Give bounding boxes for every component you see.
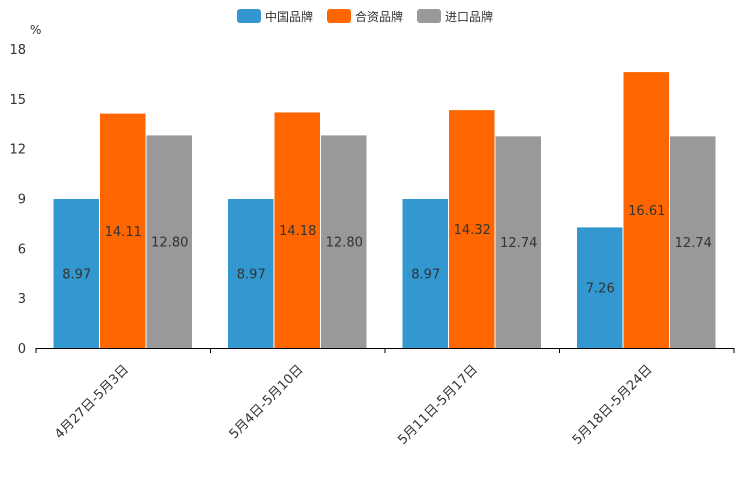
- bar[interactable]: [146, 135, 193, 348]
- legend-item[interactable]: 进口品牌: [417, 9, 493, 24]
- y-tick-label: 12: [9, 143, 26, 158]
- legend-swatch: [237, 9, 261, 23]
- x-tick-label: 5月4日-5月10日: [227, 362, 307, 442]
- bar-value-label: 16.61: [628, 204, 665, 219]
- y-tick-label: 6: [18, 242, 26, 257]
- y-axis: 0 3 6 9 12 15 18: [9, 43, 26, 357]
- bar-value-label: 14.11: [105, 225, 142, 240]
- bar[interactable]: [495, 136, 542, 348]
- bar[interactable]: [274, 112, 321, 349]
- bar-value-label: 12.74: [675, 236, 712, 251]
- legend-item[interactable]: 合资品牌: [327, 9, 403, 24]
- legend-label: 合资品牌: [355, 9, 403, 24]
- bar[interactable]: [100, 113, 146, 349]
- bar[interactable]: [228, 198, 274, 348]
- x-axis: 4月27日-5月3日 5月4日-5月10日 5月11日-5月17日 5月18日-5月2…: [35, 348, 735, 448]
- legend-swatch: [327, 9, 351, 23]
- bar[interactable]: [449, 110, 495, 348]
- bar[interactable]: [321, 135, 367, 348]
- legend: 中国品牌 合资品牌 进口品牌: [237, 9, 493, 24]
- data-labels: 8.97 14.11 12.80 8.97 14.18 12.80 8.97 14.32 12.…: [62, 204, 712, 297]
- x-tick-label: 4月27日-5月3日: [52, 362, 132, 442]
- y-tick-label: 18: [9, 43, 26, 58]
- bar-value-label: 8.97: [62, 267, 91, 282]
- x-tick-label: 5月11日-5月17日: [395, 362, 481, 448]
- bar-value-label: 12.80: [151, 236, 188, 251]
- y-axis-unit-label: %: [30, 23, 41, 37]
- bar[interactable]: [577, 227, 623, 348]
- bar-group: [53, 72, 716, 349]
- bar[interactable]: [670, 136, 716, 348]
- bar[interactable]: [53, 198, 100, 348]
- bar-value-label: 12.80: [326, 236, 363, 251]
- bar[interactable]: [623, 72, 670, 348]
- legend-item[interactable]: 中国品牌: [237, 9, 313, 24]
- y-tick-label: 15: [9, 93, 26, 108]
- bar-value-label: 12.74: [500, 236, 537, 251]
- bar-value-label: 7.26: [586, 282, 615, 297]
- bar-value-label: 8.97: [411, 267, 440, 282]
- y-tick-label: 3: [18, 292, 26, 307]
- legend-label: 中国品牌: [265, 9, 313, 24]
- legend-swatch: [417, 9, 441, 23]
- y-tick-label: 0: [18, 342, 26, 357]
- bar-value-label: 14.32: [454, 223, 491, 238]
- bar-value-label: 14.18: [279, 224, 316, 239]
- x-tick-label: 5月18日-5月24日: [570, 362, 656, 448]
- legend-label: 进口品牌: [445, 10, 493, 24]
- bar-value-label: 8.97: [237, 267, 266, 282]
- y-tick-label: 9: [18, 193, 26, 208]
- bar[interactable]: [402, 198, 449, 348]
